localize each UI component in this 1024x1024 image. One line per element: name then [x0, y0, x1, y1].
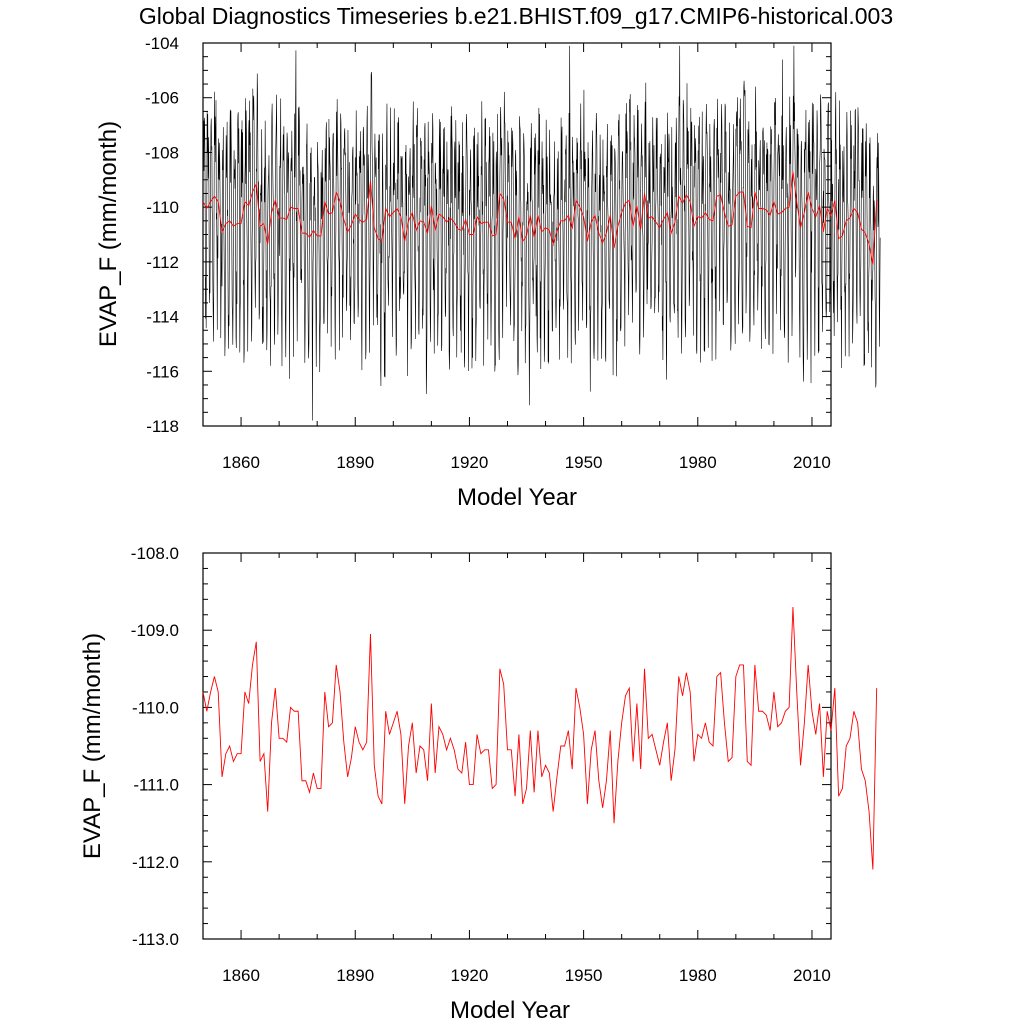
- x-tick-label: 1950: [565, 453, 603, 472]
- y-tick-labels-top: -104 -106 -108 -110 -112 -114 -116 -118: [145, 34, 179, 436]
- y-tick-label: -114: [146, 308, 179, 327]
- x-tick-labels-top: 1860 1890 1920 1950 1980 2010: [222, 453, 831, 472]
- x-tick-label: 2010: [793, 966, 831, 985]
- annual-line: [202, 607, 878, 870]
- y-tick-label: -112.0: [132, 853, 179, 872]
- y-tick-label: -108.0: [131, 544, 179, 563]
- x-axis-label-top: Model Year: [457, 484, 577, 511]
- ticks-bottom: [202, 552, 831, 940]
- annual-panel: -108.0 -109.0 -110.0 -111.0 -112.0 -113.0 186…: [79, 544, 878, 1024]
- y-tick-labels-bottom: -108.0 -109.0 -110.0 -111.0 -112.0 -113.0: [131, 544, 179, 949]
- annual-mean-line: [202, 171, 878, 265]
- monthly-series: [202, 45, 881, 421]
- y-tick-label: -118: [146, 417, 179, 436]
- x-tick-label: 2010: [793, 453, 831, 472]
- x-tick-labels-bottom: 1860 1890 1920 1950 1980 2010: [222, 966, 831, 985]
- y-tick-label: -110.0: [132, 698, 179, 717]
- y-tick-label: -110: [146, 198, 179, 217]
- annual-series: [202, 607, 878, 870]
- plot-frame-bottom: [202, 552, 832, 940]
- y-tick-label: -113.0: [132, 930, 179, 949]
- x-tick-label: 1920: [451, 453, 489, 472]
- x-tick-label: 1980: [679, 453, 717, 472]
- monthly-line: [202, 45, 881, 421]
- y-tick-label: -109.0: [131, 621, 179, 640]
- y-tick-label: -116: [146, 362, 179, 381]
- x-tick-label: 1920: [451, 966, 489, 985]
- x-tick-label: 1890: [336, 453, 374, 472]
- chart-title: Global Diagnostics Timeseries b.e21.BHIS…: [139, 3, 893, 29]
- x-axis-label-bottom: Model Year: [450, 997, 570, 1024]
- annual-mean-series: [202, 171, 878, 265]
- x-tick-label: 1890: [336, 966, 374, 985]
- y-tick-label: -108: [145, 143, 179, 162]
- y-tick-label: -111.0: [133, 776, 179, 795]
- x-tick-label: 1950: [565, 966, 603, 985]
- monthly-panel: -104 -106 -108 -110 -112 -114 -116 -118 1860 189…: [95, 34, 881, 511]
- y-tick-label: -112: [146, 253, 179, 272]
- x-tick-label: 1860: [222, 453, 260, 472]
- ticks-top: [202, 42, 831, 427]
- y-axis-label-bottom: EVAP_F (mm/month): [79, 633, 106, 859]
- x-tick-label: 1860: [222, 966, 260, 985]
- y-tick-label: -106: [145, 89, 179, 108]
- y-tick-label: -104: [145, 34, 179, 53]
- x-tick-label: 1980: [679, 966, 717, 985]
- y-axis-label-top: EVAP_F (mm/month): [95, 121, 122, 347]
